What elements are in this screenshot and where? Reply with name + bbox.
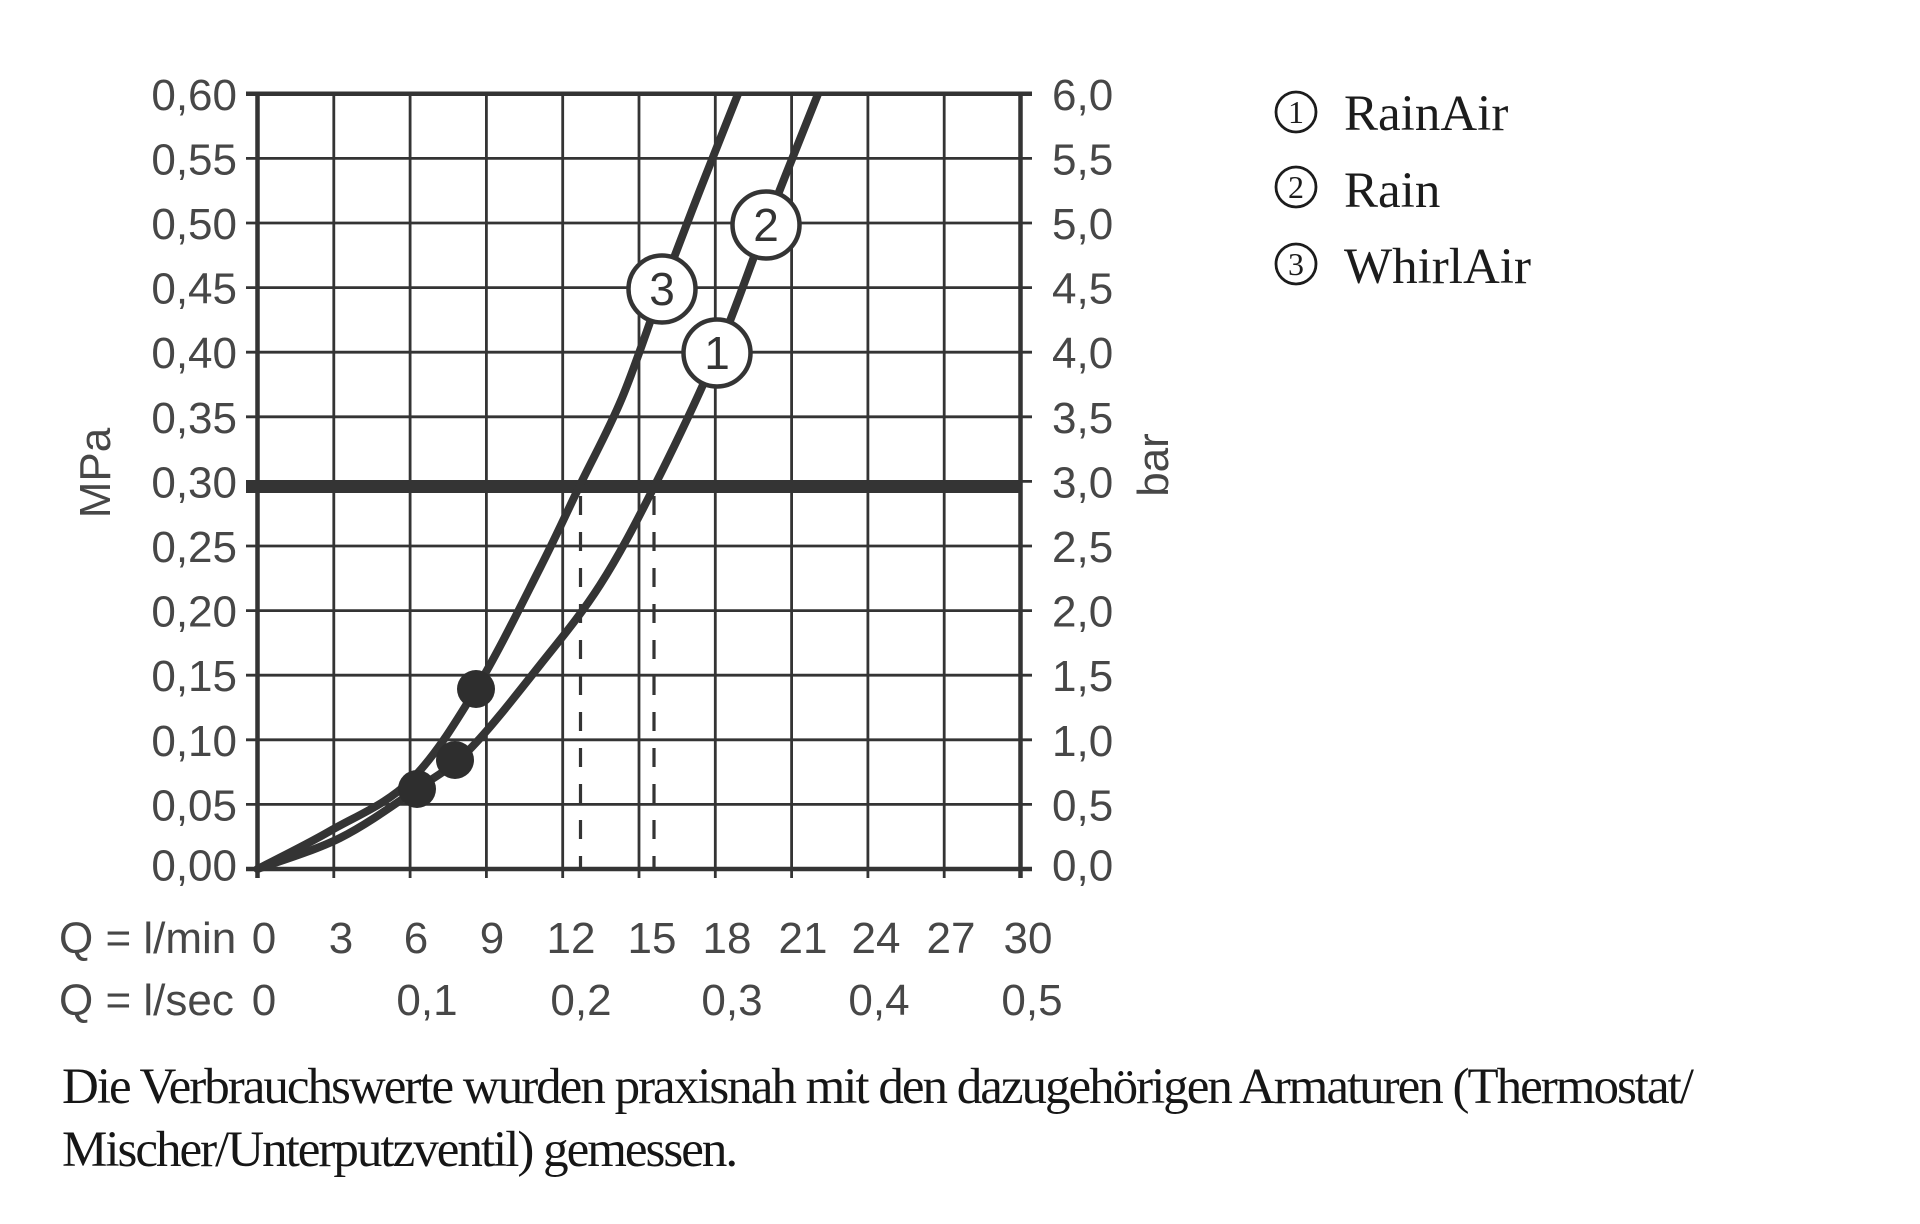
svg-text:0: 0 xyxy=(252,976,276,1025)
svg-text:0,2: 0,2 xyxy=(550,976,611,1025)
svg-text:0,20: 0,20 xyxy=(151,588,237,637)
svg-text:0,15: 0,15 xyxy=(151,652,237,701)
svg-text:1,0: 1,0 xyxy=(1052,717,1113,766)
svg-text:4,5: 4,5 xyxy=(1052,265,1113,314)
svg-text:0,00: 0,00 xyxy=(151,842,237,891)
svg-text:Rain: Rain xyxy=(1344,163,1440,219)
svg-text:0,30: 0,30 xyxy=(151,458,237,507)
svg-text:0: 0 xyxy=(252,914,276,963)
svg-text:3: 3 xyxy=(1288,246,1304,282)
svg-text:5,5: 5,5 xyxy=(1052,135,1113,184)
svg-text:Q = l/min: Q = l/min xyxy=(59,914,236,963)
svg-text:12: 12 xyxy=(547,914,596,963)
svg-text:18: 18 xyxy=(703,914,752,963)
svg-text:6: 6 xyxy=(404,914,428,963)
svg-text:2: 2 xyxy=(1288,169,1304,205)
svg-text:0,1: 0,1 xyxy=(396,976,457,1025)
svg-text:0,25: 0,25 xyxy=(151,523,237,572)
svg-text:RainAir: RainAir xyxy=(1344,86,1508,142)
svg-text:0,50: 0,50 xyxy=(151,200,237,249)
svg-text:0,3: 0,3 xyxy=(701,976,762,1025)
svg-text:24: 24 xyxy=(852,914,901,963)
svg-text:1: 1 xyxy=(1288,94,1304,130)
svg-text:0,35: 0,35 xyxy=(151,394,237,443)
svg-text:2: 2 xyxy=(753,199,779,251)
svg-text:2,5: 2,5 xyxy=(1052,523,1113,572)
svg-text:3: 3 xyxy=(649,263,675,315)
svg-text:0,5: 0,5 xyxy=(1001,976,1062,1025)
svg-text:0,05: 0,05 xyxy=(151,781,237,830)
svg-text:Q = l/sec: Q = l/sec xyxy=(59,976,234,1025)
svg-text:0,5: 0,5 xyxy=(1052,781,1113,830)
svg-text:0,0: 0,0 xyxy=(1052,842,1113,891)
svg-text:3: 3 xyxy=(329,914,353,963)
svg-text:30: 30 xyxy=(1004,914,1053,963)
svg-text:3,0: 3,0 xyxy=(1052,458,1113,507)
svg-text:bar: bar xyxy=(1129,433,1178,497)
svg-text:MPa: MPa xyxy=(71,427,120,518)
svg-text:0,60: 0,60 xyxy=(151,71,237,120)
svg-text:0,10: 0,10 xyxy=(151,717,237,766)
svg-text:4,0: 4,0 xyxy=(1052,329,1113,378)
svg-text:WhirlAir: WhirlAir xyxy=(1344,239,1531,295)
svg-text:9: 9 xyxy=(480,914,504,963)
svg-text:5,0: 5,0 xyxy=(1052,200,1113,249)
svg-text:0,40: 0,40 xyxy=(151,329,237,378)
svg-text:27: 27 xyxy=(927,914,976,963)
svg-text:1,5: 1,5 xyxy=(1052,652,1113,701)
svg-text:0,45: 0,45 xyxy=(151,265,237,314)
svg-text:0,4: 0,4 xyxy=(848,976,909,1025)
svg-text:21: 21 xyxy=(779,914,828,963)
svg-text:0,55: 0,55 xyxy=(151,135,237,184)
svg-text:1: 1 xyxy=(704,327,730,379)
svg-text:3,5: 3,5 xyxy=(1052,394,1113,443)
svg-text:2,0: 2,0 xyxy=(1052,588,1113,637)
svg-text:6,0: 6,0 xyxy=(1052,71,1113,120)
svg-text:15: 15 xyxy=(628,914,677,963)
